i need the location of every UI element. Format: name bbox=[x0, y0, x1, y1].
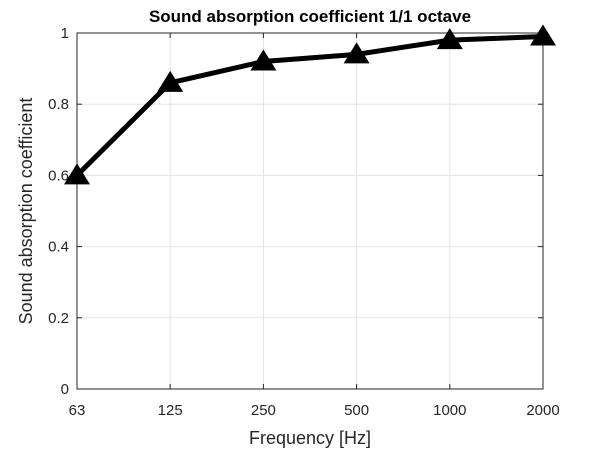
x-tick-label: 63 bbox=[69, 402, 86, 419]
data-point-marker bbox=[436, 28, 463, 50]
x-axis-label: Frequency [Hz] bbox=[249, 428, 371, 448]
data-point-marker bbox=[343, 42, 370, 64]
data-point-marker bbox=[157, 70, 184, 92]
series-line bbox=[74, 34, 546, 178]
x-tick-label: 1000 bbox=[433, 402, 466, 419]
y-tick-label: 0.4 bbox=[48, 239, 69, 256]
y-axis-label: Sound absorption coefficient bbox=[16, 98, 36, 325]
x-tick-label: 250 bbox=[251, 402, 276, 419]
y-tick-label: 1 bbox=[61, 25, 69, 42]
data-point-marker bbox=[250, 49, 277, 71]
y-tick-label: 0.8 bbox=[48, 96, 69, 113]
series bbox=[64, 24, 556, 185]
y-tick-label: 0.6 bbox=[48, 167, 69, 184]
data-point-marker bbox=[64, 163, 90, 185]
plot-frame bbox=[76, 32, 544, 390]
chart-title: Sound absorption coefficient 1/1 octave bbox=[149, 7, 471, 26]
grid bbox=[76, 32, 544, 390]
x-tick-label: 2000 bbox=[526, 402, 559, 419]
x-tick-label: 500 bbox=[344, 402, 369, 419]
x-tick-label: 125 bbox=[158, 402, 183, 419]
y-tick-label: 0.2 bbox=[48, 310, 69, 327]
data-point-marker bbox=[530, 24, 556, 46]
y-tick-label: 0 bbox=[61, 381, 69, 398]
tick-labels: 63 125 250 500 1000 2000 0 0.2 0.4 0.6 0.8 1 bbox=[48, 25, 560, 419]
ticks bbox=[76, 32, 544, 390]
